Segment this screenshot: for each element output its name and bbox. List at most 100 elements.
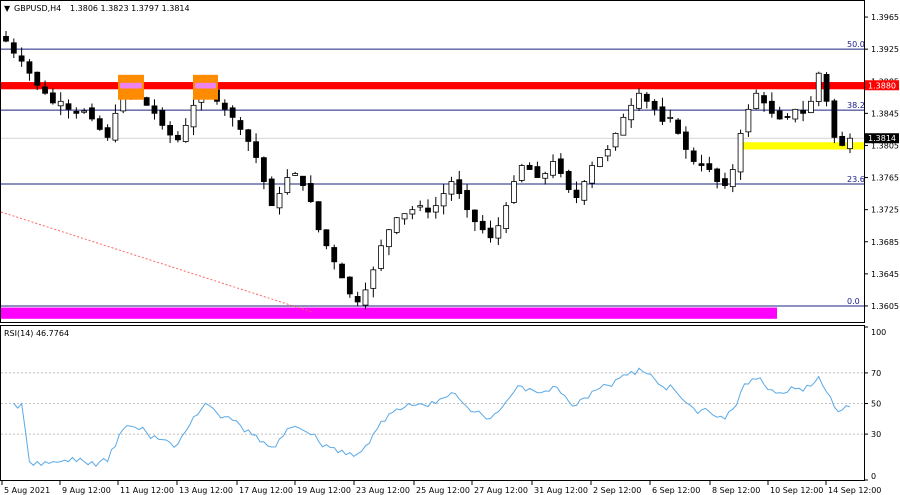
candle-bear	[175, 134, 181, 141]
candle-bear	[573, 189, 580, 199]
candle-bull	[753, 92, 760, 110]
candle-bear	[346, 276, 353, 295]
candle-bear	[49, 92, 56, 104]
candle-bear	[425, 207, 431, 213]
candle-bull	[417, 205, 424, 208]
candle-bear	[307, 183, 314, 203]
price-tag	[865, 80, 899, 91]
x-tick-label: 31 Aug 12:00	[534, 486, 588, 495]
candle-bear	[682, 131, 689, 150]
box-marker-inner	[195, 82, 216, 89]
price-tag-label: 1.3814	[868, 134, 896, 143]
candle-bear	[565, 171, 572, 190]
candle-bull	[503, 205, 510, 229]
candle-bear	[354, 296, 361, 303]
candle-bear	[300, 175, 306, 186]
candle-bear	[3, 35, 9, 42]
x-tick-label: 13 Aug 12:00	[179, 486, 233, 495]
candle-bear	[65, 103, 72, 110]
candle-bear	[487, 227, 494, 239]
candle-bear	[73, 110, 80, 114]
candle-bear	[471, 209, 478, 223]
candle-bear	[331, 247, 338, 263]
box-marker-inner	[120, 82, 142, 89]
dropdown-arrow-icon[interactable]: ▼	[4, 4, 11, 13]
rsi-y-tick-label: 50	[871, 400, 881, 409]
x-tick-label: 9 Aug 12:00	[62, 486, 111, 495]
candle-bear	[229, 107, 236, 118]
candle-bear	[464, 190, 470, 211]
x-tick-label: 19 Aug 12:00	[297, 486, 351, 495]
candle-bear	[268, 178, 275, 207]
candle-bull	[745, 108, 752, 133]
rsi-line	[13, 367, 851, 467]
candle-bear	[159, 110, 166, 126]
candle-bear	[323, 229, 330, 247]
symbol-label: GBPUSD,H4	[14, 4, 61, 13]
candle-bull	[612, 133, 619, 148]
candle-bull	[182, 124, 189, 142]
x-tick-label: 17 Aug 12:00	[239, 486, 293, 495]
candle-bear	[34, 71, 41, 86]
candle-bull	[284, 177, 291, 193]
zone-support	[738, 142, 864, 150]
candle-bear	[823, 74, 830, 102]
candle-bull	[393, 217, 400, 233]
candle-bull	[409, 209, 416, 215]
candle-bull	[362, 289, 369, 306]
candle-bull	[667, 116, 674, 119]
candle-bear	[104, 127, 111, 138]
candle-bull	[518, 165, 525, 181]
rsi-panel	[0, 325, 865, 481]
x-tick-label: 23 Aug 12:00	[356, 486, 410, 495]
candle-bear	[722, 178, 728, 186]
price-tag-label: 1.3880	[868, 81, 896, 90]
candle-bear	[96, 118, 103, 130]
candle-bull	[432, 205, 439, 213]
candle-bear	[714, 168, 721, 182]
candle-bull	[847, 137, 853, 150]
y-tick-label: 1.3925	[871, 45, 899, 54]
candle-bull	[808, 100, 814, 114]
x-tick-label: 25 Aug 12:00	[416, 486, 470, 495]
candle-bear	[761, 95, 767, 104]
candle-bull	[112, 112, 119, 141]
candle-bear	[237, 120, 244, 130]
x-tick-label: 27 Aug 12:00	[474, 486, 528, 495]
candle-bull	[440, 193, 447, 207]
trend-line	[0, 211, 313, 313]
candle-bull	[386, 229, 392, 248]
candle-bull	[620, 116, 627, 136]
candle-bull	[448, 181, 455, 195]
candle-bull	[190, 104, 197, 128]
candle-bear	[18, 55, 25, 62]
y-tick-label: 1.3685	[871, 238, 899, 247]
candle-bear	[479, 220, 486, 231]
y-tick-label: 1.3845	[871, 109, 899, 118]
x-tick-label: 6 Sep 12:00	[652, 486, 700, 495]
x-tick-label: 14 Sep 12:00	[828, 486, 881, 495]
fib-label: 0.0	[847, 297, 860, 306]
candle-bear	[698, 163, 705, 166]
candle-bear	[800, 109, 807, 114]
candle-bull	[57, 100, 64, 107]
candle-bear	[643, 93, 650, 102]
rsi-y-tick-label: 0	[871, 472, 876, 481]
candle-bear	[831, 100, 838, 138]
candle-bull	[370, 269, 377, 289]
x-tick-label: 5 Aug 2021	[4, 486, 50, 495]
fib-label: 23.6	[847, 175, 865, 184]
candle-bull	[292, 173, 299, 176]
candle-bull	[495, 225, 502, 239]
rsi-y-tick-label: 70	[871, 369, 881, 378]
zone-bottom	[1, 307, 777, 319]
candle-bear	[253, 141, 259, 158]
candle-bear	[784, 116, 791, 118]
candle-bull	[628, 104, 635, 121]
candle-bear	[143, 97, 150, 106]
candle-bear	[10, 42, 17, 54]
candle-bear	[151, 105, 158, 114]
candle-bear	[690, 150, 697, 162]
y-tick-label: 1.3765	[871, 174, 899, 183]
